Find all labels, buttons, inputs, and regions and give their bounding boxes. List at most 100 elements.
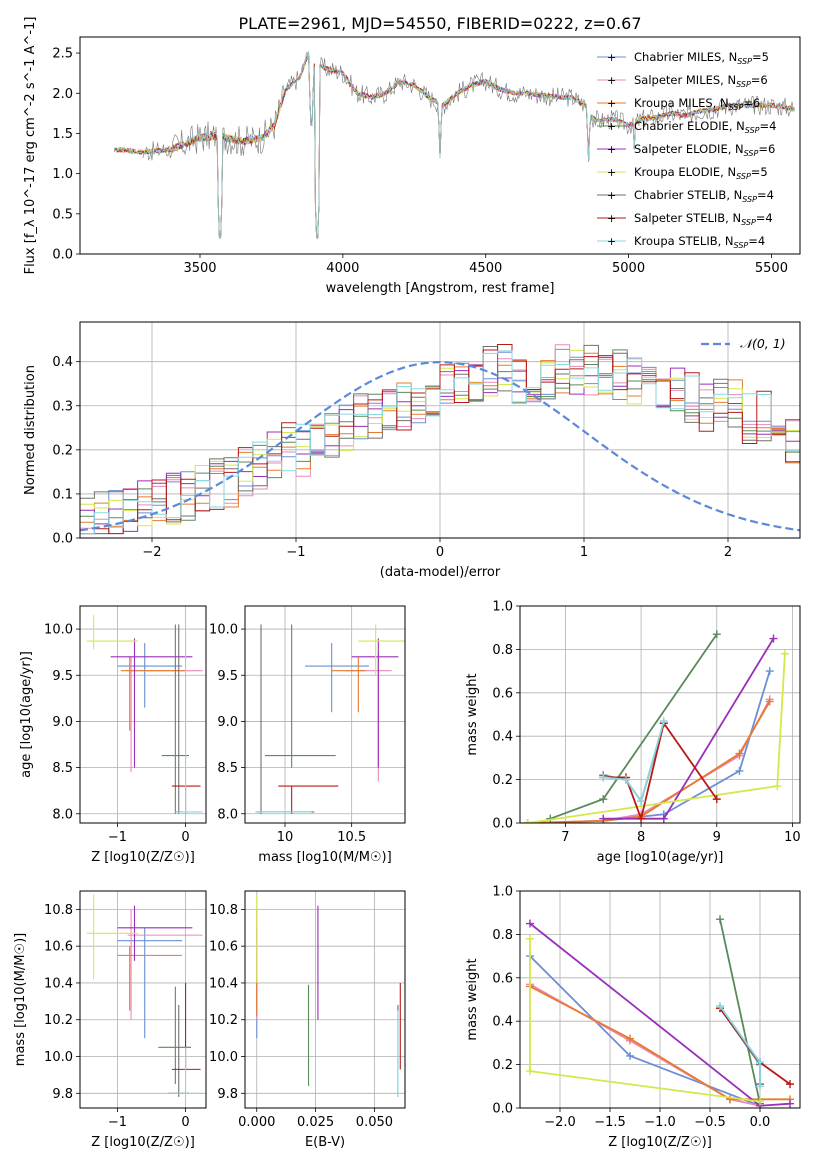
errorbar-salpeter-stelib <box>171 785 201 814</box>
data-point <box>756 1082 764 1091</box>
y-axis-label: Normed distribution <box>23 365 38 495</box>
figure-title: PLATE=2961, MJD=54550, FIBERID=0222, z=0… <box>238 14 641 33</box>
axes-frame <box>244 605 406 824</box>
errorbar-chabrier-miles <box>305 642 369 713</box>
errorbar-kroupa-miles <box>117 946 183 1011</box>
x-tick-label: 10 <box>277 830 294 845</box>
errorbar-salpeter-elodie <box>110 638 193 768</box>
series-line <box>603 638 775 820</box>
series-salpeter-miles <box>523 695 774 823</box>
errorbar-chabrier-stelib <box>175 624 183 814</box>
series-line <box>529 955 761 1107</box>
x-tick-label: 2 <box>724 545 732 560</box>
legend: + Chabrier MILES, NSSP=5 + Salpeter MILES, … <box>597 50 776 250</box>
data-point <box>716 915 724 924</box>
errorbar-kroupa-miles <box>120 656 186 731</box>
legend-entry: Chabrier STELIB, NSSP=4 <box>634 188 774 204</box>
errorbar-chabrier-miles <box>117 642 183 708</box>
data-point <box>626 1034 634 1043</box>
data-point <box>756 1058 764 1067</box>
histogram-chabrier-stelib <box>80 344 800 523</box>
data-point <box>659 717 668 726</box>
x-tick-label: 5500 <box>755 261 788 276</box>
data-point <box>769 634 778 643</box>
axes-frame <box>79 605 207 824</box>
panel-age_vs_Z: −1 0 8.0 8.5 9.0 9.5 10.0 Z [log10(Z/Z☉)] age [l… <box>19 605 207 865</box>
data-point <box>599 795 608 804</box>
y-tick-label: 10.2 <box>44 1013 73 1028</box>
x-tick-label: 0.050 <box>356 1115 393 1130</box>
x-tick-label: 0 <box>181 1115 189 1130</box>
y-tick-label: 0.4 <box>492 730 513 745</box>
legend-entry: Salpeter ELODIE, NSSP=6 <box>634 142 775 158</box>
panel-residuals: −2 −1 0 1 2 0.0 0.1 0.2 0.3 0.4 (data-model)/error… <box>23 321 801 580</box>
data-point <box>780 649 789 658</box>
legend-entry: Salpeter STELIB, NSSP=4 <box>634 211 773 227</box>
normal-curve <box>80 360 800 532</box>
y-tick-label: 0.0 <box>492 817 513 832</box>
errorbar-kroupa-elodie <box>358 624 405 676</box>
data-point <box>626 1051 634 1060</box>
y-tick-label: 0.0 <box>52 248 73 263</box>
axes-frame <box>79 890 207 1109</box>
x-tick-label: −1.0 <box>644 1115 676 1130</box>
y-tick-label: 10.8 <box>44 903 73 918</box>
legend-marker: + <box>607 97 616 110</box>
panel-weight_vs_age: 7 8 9 10 0.0 0.2 0.4 0.6 0.8 1.0 age [log10(age/yr… <box>465 600 801 866</box>
x-tick-label: −1.5 <box>594 1115 626 1130</box>
data-point <box>756 1097 764 1106</box>
data-point <box>526 1067 534 1076</box>
histogram-salpeter-elodie <box>80 356 800 532</box>
series-kroupa-miles <box>523 697 774 823</box>
series-chabrier-elodie <box>546 630 721 823</box>
series-line <box>719 919 761 1104</box>
y-tick-label: 10.4 <box>209 976 238 991</box>
legend-marker: + <box>607 166 616 179</box>
histogram-salpeter-stelib <box>80 344 800 535</box>
x-axis-label: wavelength [Angstrom, rest frame] <box>326 281 555 296</box>
y-tick-label: 1.5 <box>52 127 73 142</box>
axes-frame <box>79 36 801 255</box>
legend-marker: + <box>607 189 616 202</box>
data-point <box>523 819 532 823</box>
y-tick-label: 10.4 <box>44 976 73 991</box>
x-tick-label: 9 <box>713 830 721 845</box>
data-point <box>765 697 774 706</box>
y-axis-label: mass [log10(M/M☉)] <box>13 933 28 1066</box>
legend-marker: + <box>607 143 616 156</box>
series-line <box>603 720 665 804</box>
x-tick-label: 4000 <box>326 261 359 276</box>
series-chabrier-miles <box>599 667 774 823</box>
axes-frame <box>79 321 801 539</box>
panel-age_vs_mass: 10 10.5 8.0 8.5 9.0 9.5 10.0 mass [log10(M/M☉)] <box>209 605 406 865</box>
y-tick-label: 8.5 <box>52 761 73 776</box>
legend-marker: + <box>607 120 616 133</box>
plot-area-weight_vs_Z <box>526 915 794 1108</box>
y-tick-label: 9.8 <box>52 1087 73 1102</box>
legend-entry: 𝒩(0, 1) <box>740 336 786 351</box>
x-tick-label: 0.0 <box>750 1115 771 1130</box>
y-tick-label: 9.0 <box>52 715 73 730</box>
series-chabrier-stelib <box>599 719 668 806</box>
y-tick-label: 1.0 <box>52 167 73 182</box>
errorbar-salpeter-elodie <box>351 638 399 768</box>
series-kroupa-elodie <box>523 649 789 823</box>
plot-area-mass_vs_Z <box>86 894 203 1097</box>
y-tick-label: 0.5 <box>52 207 73 222</box>
legend-entry: Salpeter MILES, NSSP=6 <box>634 73 768 89</box>
legend-entry: Chabrier MILES, NSSP=5 <box>634 50 769 66</box>
y-tick-label: 0.1 <box>52 487 73 502</box>
x-tick-label: −2 <box>142 545 161 560</box>
y-tick-label: 1.0 <box>492 885 513 900</box>
data-point <box>735 749 744 758</box>
data-point <box>599 814 608 823</box>
errorbar-kroupa-stelib <box>175 624 203 814</box>
y-tick-label: 0.3 <box>52 399 73 414</box>
x-tick-label: 5000 <box>612 261 645 276</box>
plot-area-mass_vs_EBV <box>256 894 401 1097</box>
spectrum-line-salpeter-stelib <box>114 52 795 239</box>
data-point <box>621 775 630 784</box>
x-axis-label: mass [log10(M/M☉)] <box>258 850 391 865</box>
y-axis-label: Flux [f_λ 10^-17 erg cm^-2 s^-1 A^-1] <box>23 17 38 275</box>
data-point <box>526 919 534 928</box>
